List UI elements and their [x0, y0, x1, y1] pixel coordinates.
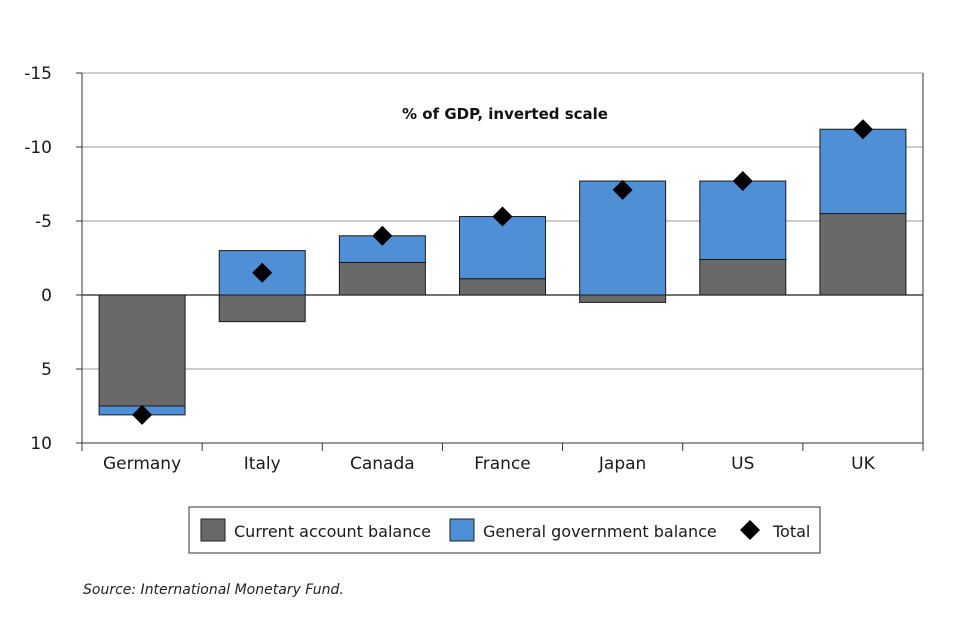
bar-current-account: [98, 294, 186, 407]
bar-current-account: [579, 294, 667, 303]
bar-current-account: [699, 258, 787, 296]
x-category-label: Germany: [103, 454, 181, 474]
bar-current-account: [819, 213, 907, 296]
x-category-label: Italy: [244, 454, 281, 474]
chart-title: % of GDP, inverted scale: [402, 105, 608, 123]
total-marker: [612, 179, 633, 200]
source-note: Source: International Monetary Fund.: [83, 582, 344, 598]
y-tick-label: -15: [24, 64, 52, 84]
legend-label-government-balance: General government balance: [483, 522, 717, 541]
tick-labels: -15 -10 -5 0 5 10 Germany Italy Canada France Japa…: [24, 64, 924, 474]
bar-current-account: [338, 261, 426, 296]
x-category-label: US: [731, 454, 754, 474]
legend-label-current-account: Current account balance: [234, 522, 431, 541]
total-marker: [372, 225, 393, 246]
legend-box: [188, 506, 821, 554]
total-markers: [132, 119, 873, 425]
x-category-label: Japan: [598, 454, 646, 474]
legend-label-total: Total: [772, 522, 810, 541]
y-tick-label: 5: [41, 360, 52, 380]
y-tick-label: -10: [24, 138, 52, 158]
bar-current-account: [218, 294, 306, 323]
bar-government-balance: [819, 128, 907, 215]
total-marker: [732, 171, 753, 192]
axes: [81, 73, 924, 444]
y-tick-label: 10: [30, 434, 52, 454]
bar-government-balance: [579, 180, 667, 296]
legend-swatch-government-balance: [449, 518, 475, 542]
x-category-label: Canada: [350, 454, 415, 474]
legend: Current account balance General governme…: [188, 506, 821, 554]
y-tick-label: -5: [35, 212, 52, 232]
y-tick-label: 0: [41, 286, 52, 306]
bar-government-balance: [699, 180, 787, 260]
total-marker: [852, 119, 873, 140]
total-marker: [132, 404, 153, 425]
x-category-label: UK: [851, 454, 875, 474]
bar-government-balance: [459, 216, 546, 280]
legend-swatch-current-account: [200, 518, 226, 542]
bars: [98, 128, 907, 416]
legend-diamond-icon: [740, 520, 760, 540]
total-marker: [252, 262, 273, 283]
x-category-label: France: [474, 454, 531, 474]
total-marker: [492, 206, 513, 227]
bar-current-account: [459, 278, 546, 296]
